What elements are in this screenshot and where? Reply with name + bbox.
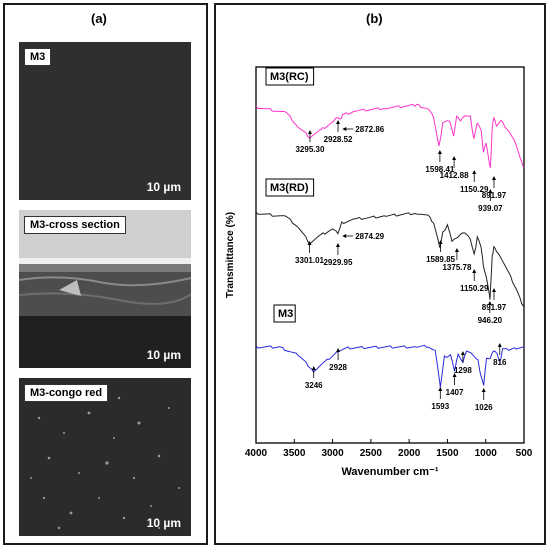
peak-label: 816: [493, 358, 507, 367]
panel-a-label: (a): [91, 11, 107, 26]
peak-arrowhead: [491, 176, 496, 180]
peak-arrowhead: [438, 240, 443, 244]
series-name: M3(RD): [270, 182, 309, 194]
peak-arrowhead: [335, 243, 340, 247]
series-name-box: [265, 67, 315, 86]
peak-label: 2872.86: [355, 125, 384, 134]
sem-image-tag: M3-cross section: [24, 216, 126, 234]
peak-label: 1598.41: [425, 165, 454, 174]
series-name-box: [265, 178, 315, 197]
peak-arrowhead: [307, 241, 312, 245]
peak-arrowhead: [311, 366, 316, 370]
peak-arrowhead: [472, 170, 477, 174]
sem-image-cross-section: M3-cross section 10 µm: [19, 210, 191, 368]
peak-label: 3301.01: [295, 256, 324, 265]
peak-label: 1150.29: [460, 185, 489, 194]
panel-b-label: (b): [366, 11, 383, 26]
peak-arrowhead: [481, 388, 486, 392]
series-name: M3: [278, 308, 293, 320]
particle-texture: [30, 396, 180, 530]
peak-arrowhead: [437, 150, 442, 154]
peak-arrowhead: [342, 127, 347, 131]
peak-label: 1412.88: [440, 171, 469, 180]
x-tick-label: 1500: [436, 448, 459, 459]
peak-arrowhead: [472, 269, 477, 273]
peak-arrowhead: [307, 130, 312, 134]
panel-b: (b) Transmittance (%) Wavenumber cm⁻¹ 40…: [214, 3, 546, 545]
series-line: [255, 103, 525, 169]
peak-arrowhead: [487, 301, 492, 305]
series-line: [255, 211, 525, 308]
peak-arrowhead: [491, 288, 496, 292]
peak-arrowhead: [488, 189, 493, 193]
series-name-box: [273, 304, 296, 323]
peak-label: 3295.30: [295, 145, 324, 154]
peak-label: 1298: [454, 366, 472, 375]
panel-a: (a) M3 10 µm M3-cross section 10 µm: [3, 3, 208, 545]
plot-frame: [255, 66, 525, 444]
y-axis-label: Transmittance (%): [225, 212, 236, 298]
x-axis-label: Wavenumber cm⁻¹: [341, 466, 438, 478]
x-tick-label: 3000: [321, 448, 344, 459]
sem-image-tag: M3-congo red: [24, 384, 109, 402]
peak-label: 2929.95: [323, 258, 352, 267]
series-name: M3(RC): [270, 71, 309, 83]
peak-label: 3246: [305, 381, 323, 390]
peak-arrowhead: [438, 387, 443, 391]
series-line: [255, 344, 525, 388]
peak-label: 946.20: [478, 316, 503, 325]
sem-image-surface: M3 10 µm: [19, 42, 191, 200]
peak-arrowhead: [336, 120, 341, 124]
peak-arrowhead: [460, 351, 465, 355]
peak-label: 891.97: [482, 303, 507, 312]
peak-label: 1407: [446, 388, 464, 397]
peak-arrowhead: [497, 343, 502, 347]
sem-image-tag: M3: [24, 48, 52, 66]
peak-label: 1589.85: [426, 255, 455, 264]
x-tick-label: 500: [516, 448, 533, 459]
x-tick-label: 4000: [245, 448, 268, 459]
x-tick-label: 3500: [283, 448, 306, 459]
peak-label: 2928.52: [324, 135, 353, 144]
peak-arrowhead: [336, 348, 341, 352]
peak-label: 1026: [475, 403, 493, 412]
peak-label: 2928: [329, 363, 347, 372]
scale-bar-label: 10 µm: [146, 348, 181, 362]
peak-arrowhead: [452, 156, 457, 160]
peak-label: 2874.29: [355, 232, 384, 241]
scale-bar-label: 10 µm: [146, 516, 181, 530]
peak-label: 1375.78: [442, 263, 471, 272]
ftir-chart: Transmittance (%) Wavenumber cm⁻¹ 4000 35…: [225, 66, 533, 478]
peak-arrowhead: [452, 373, 457, 377]
peak-label: 939.07: [478, 204, 503, 213]
scale-bar-label: 10 µm: [146, 180, 181, 194]
peak-arrowhead: [342, 234, 347, 238]
x-tick-label: 2000: [398, 448, 421, 459]
peak-label: 891.97: [482, 191, 507, 200]
x-tick-label: 1000: [475, 448, 498, 459]
sem-image-congo-red: M3-congo red 10 µm: [19, 378, 191, 536]
peak-arrowhead: [454, 248, 459, 252]
peak-label: 1150.29: [460, 284, 489, 293]
x-tick-label: 2500: [360, 448, 383, 459]
peak-label: 1593: [431, 402, 449, 411]
